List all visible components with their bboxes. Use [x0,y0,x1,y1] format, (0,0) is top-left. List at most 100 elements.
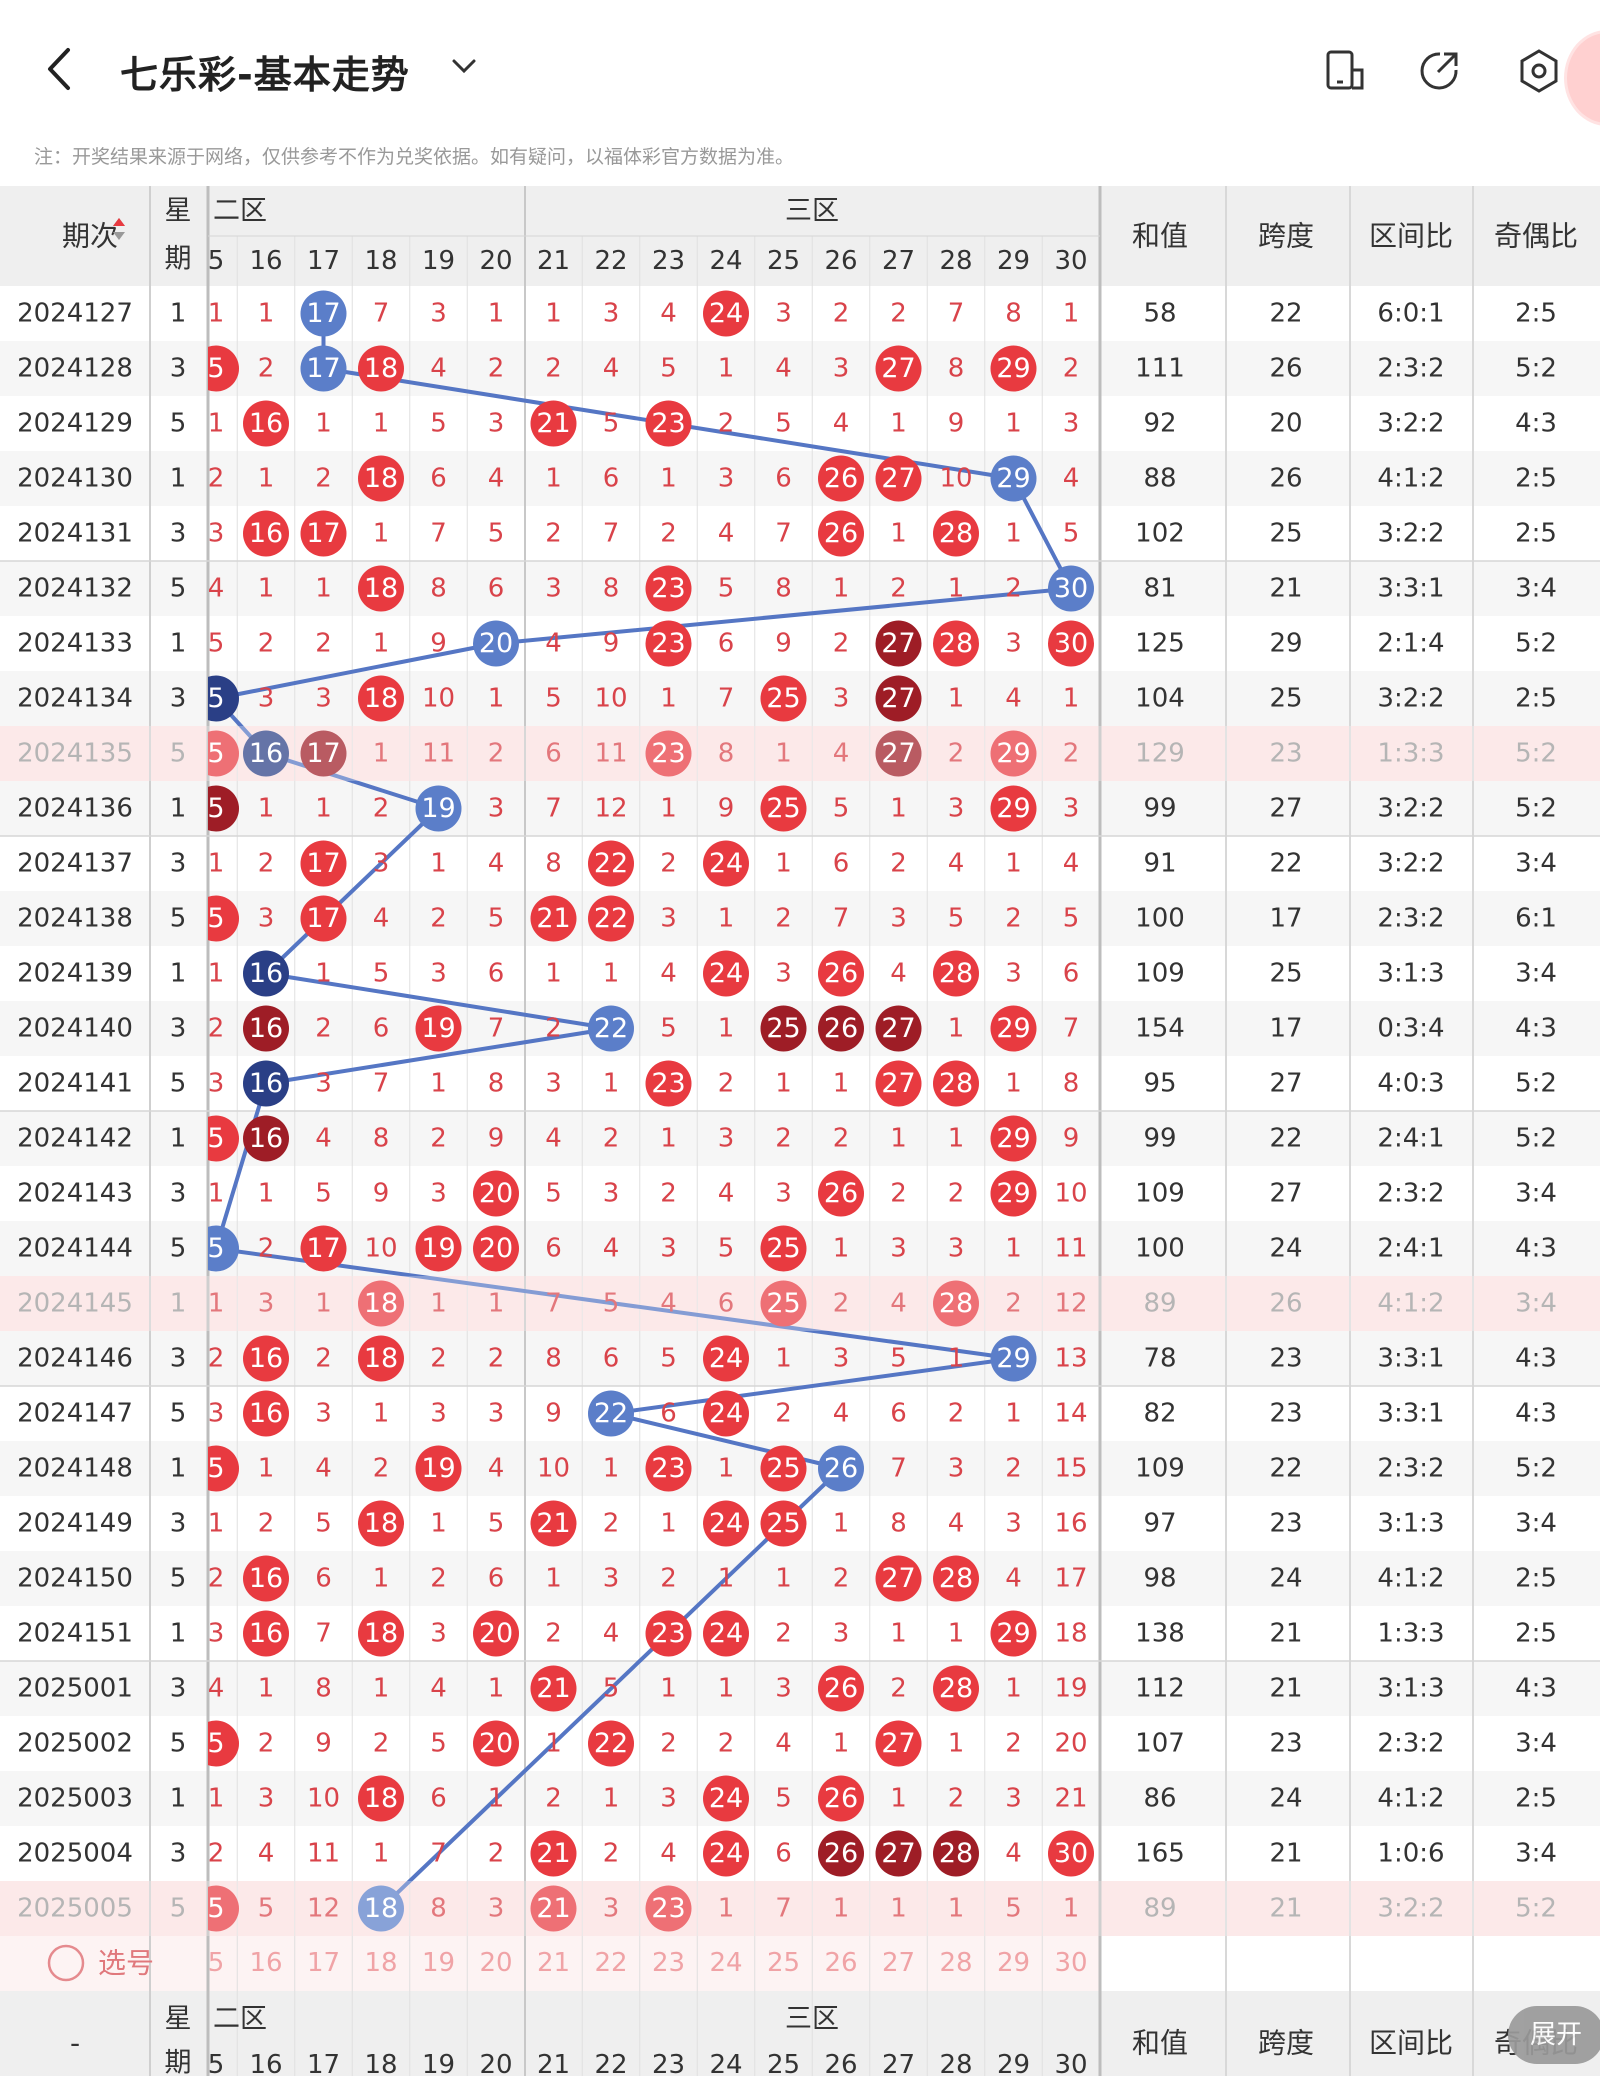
number-cell-ball [760,1225,807,1272]
table-row-bg [0,1826,1600,1881]
number-cell-ball [990,1115,1037,1162]
select-number[interactable]: 24 [709,1948,742,1978]
footer-number: 25 [767,2050,800,2076]
footer-number: 21 [537,2050,570,2076]
number-cell: 1 [948,1729,965,1759]
number-cell: 6 [545,739,562,769]
number-cell: 2 [258,1729,275,1759]
number-cell-ball [875,345,922,392]
zone-ratio-cell: 3:2:2 [1377,519,1444,549]
number-cell-ball [990,1005,1037,1052]
number-cell: 2 [660,519,677,549]
number-cell: 1 [833,1234,850,1264]
select-radio[interactable] [47,1944,85,1982]
odd-even-cell: 5:2 [1515,629,1557,659]
number-cell-ball [243,1005,289,1052]
select-number[interactable]: 23 [652,1948,685,1978]
number-cell: 2 [775,1124,792,1154]
back-icon[interactable] [44,46,74,92]
settings-icon[interactable] [1516,48,1562,94]
number-cell: 2 [315,629,332,659]
number-cell: 27 [881,1068,915,1099]
select-number[interactable]: 18 [364,1948,397,1978]
sum-cell: 88 [1143,464,1176,494]
select-number[interactable]: 27 [882,1948,915,1978]
number-cell: 7 [775,519,792,549]
select-number[interactable]: 22 [594,1948,627,1978]
number-cell-ball [990,455,1037,502]
odd-even-cell: 5:2 [1515,354,1557,384]
number-cell: 5 [373,959,390,989]
number-cell: 1 [488,1674,505,1704]
period-cell: 2024144 [17,1234,133,1264]
number-cell-ball [818,510,864,557]
span-cell: 25 [1269,684,1302,714]
number-cell: 30 [1054,1838,1088,1869]
number-cell: 4 [1005,1564,1022,1594]
number-cell-ball [588,1390,634,1437]
weekday-cell: 1 [170,1454,187,1484]
number-cell: 8 [718,739,735,769]
footer-zone3: 三区 [785,2004,839,2035]
select-number[interactable]: 29 [997,1948,1030,1978]
share-icon[interactable] [1416,48,1462,94]
zone-ratio-cell: 4:1:2 [1377,1289,1444,1319]
number-cell: 8 [488,1069,505,1099]
odd-even-cell: 3:4 [1515,574,1557,604]
select-number[interactable]: 17 [307,1948,340,1978]
number-cell: 1 [833,1729,850,1759]
odd-even-cell: 2:5 [1515,1564,1557,1594]
number-cell: 20 [479,1618,513,1649]
number-cell: 3 [430,1179,447,1209]
number-cell: 6 [890,1399,907,1429]
select-number[interactable]: 28 [939,1948,972,1978]
number-cell-ball [300,840,347,887]
number-cell: 29 [996,1178,1030,1209]
number-cell: 1 [1005,1674,1022,1704]
number-cell: 7 [603,519,620,549]
select-number[interactable]: 30 [1054,1948,1087,1978]
select-label[interactable]: 选号 [98,1947,154,1980]
number-cell: 1 [660,794,677,824]
odd-even-cell: 5:2 [1515,1894,1557,1924]
select-number[interactable]: 21 [537,1948,570,1978]
period-cell: 2024129 [17,409,133,439]
number-cell: 24 [709,1508,743,1539]
select-number[interactable]: 19 [422,1948,455,1978]
number-cell: 1 [948,1894,965,1924]
avatar[interactable] [1564,30,1600,126]
number-cell: 1 [545,299,562,329]
number-cell: 20 [479,1233,513,1264]
number-cell: 23 [651,1068,685,1099]
number-cell-ball [243,1115,289,1162]
table-row-bg [0,1661,1600,1716]
select-number[interactable]: 25 [767,1948,800,1978]
weekday-cell: 1 [170,1124,187,1154]
zone-ratio-cell: 1:0:6 [1377,1839,1444,1869]
number-cell-ball [818,1775,864,1822]
number-cell: 1 [718,1564,735,1594]
number-cell: 27 [881,738,915,769]
number-cell: 3 [430,1399,447,1429]
select-number[interactable]: 26 [824,1948,857,1978]
number-cell: 13 [1054,1344,1087,1374]
number-cell: 5 [258,1894,275,1924]
number-cell: 5 [207,1123,224,1154]
weekday-cell: 3 [170,1179,187,1209]
chevron-down-icon[interactable] [450,56,478,76]
number-cell-ball [530,1885,577,1932]
number-cell: 2 [315,1344,332,1374]
number-cell: 5 [718,1234,735,1264]
page-title[interactable]: 七乐彩-基本走势 [120,53,410,97]
expand-button[interactable]: 展开 [1508,2006,1600,2064]
number-cell: 2 [718,1069,735,1099]
odd-even-cell: 3:4 [1515,849,1557,879]
phone-rotate-icon[interactable] [1322,48,1368,94]
select-number[interactable]: 20 [479,1948,512,1978]
number-cell: 1 [1063,299,1080,329]
select-number[interactable]: 5 [208,1948,225,1978]
table-row-bg [0,561,1600,616]
select-row-bg [0,1936,1100,1991]
number-cell: 27 [881,683,915,714]
select-number[interactable]: 16 [249,1948,282,1978]
